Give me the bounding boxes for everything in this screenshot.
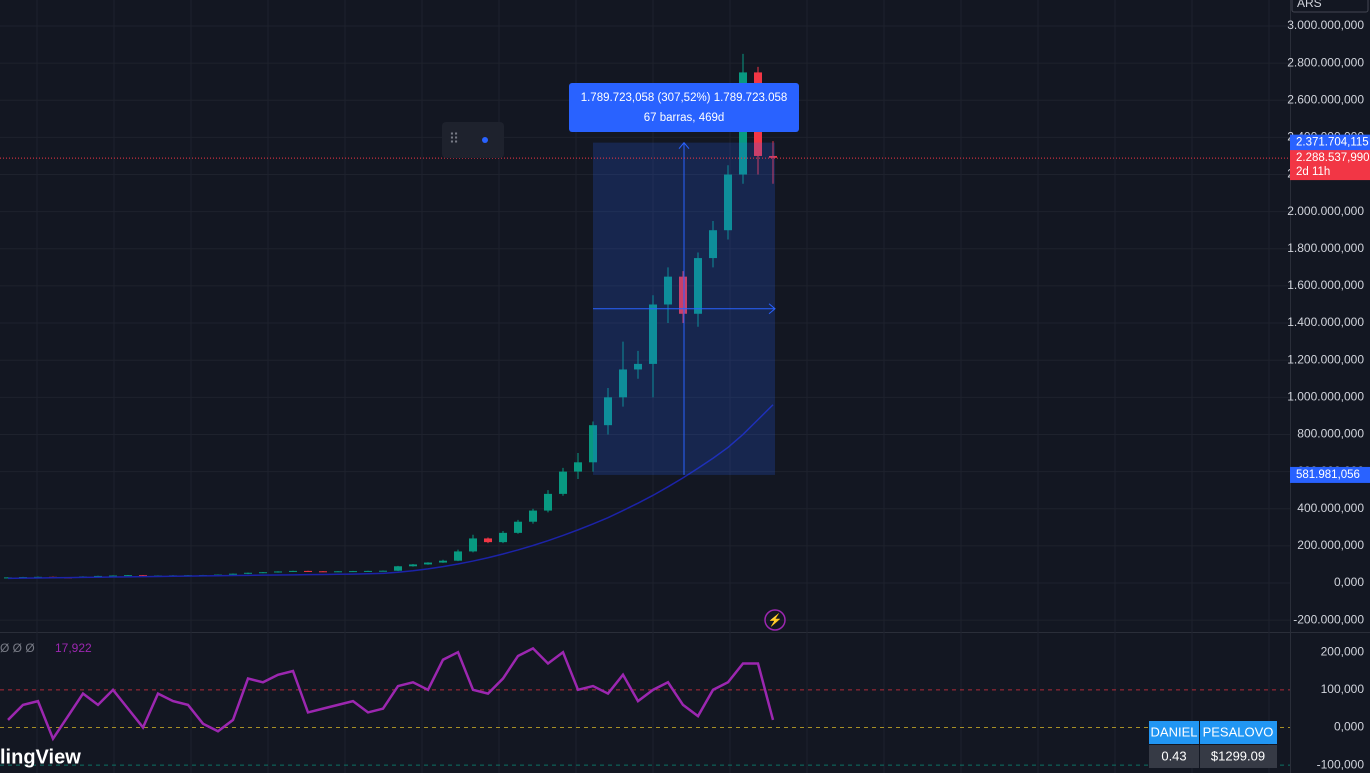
moving-average [7,404,774,580]
candle-body [409,564,417,567]
candle-body [424,562,432,565]
candle-body [289,570,297,572]
table-value: 0.43 [1161,748,1186,763]
price-marker [1290,466,1370,483]
y-tick-label: 0,000 [1334,720,1364,734]
price-marker [1290,134,1370,151]
table-header-cell [1149,721,1199,744]
y-tick-label: 1.600.000,000 [1287,278,1364,292]
candle-body [769,155,777,158]
table-header: DANIEL [1151,724,1198,739]
measure-label-box [569,83,799,132]
y-tick-label: 1.200.000,000 [1287,352,1364,366]
measure-arrow [768,303,776,315]
candle-body [604,397,612,426]
candle-body [664,276,672,305]
y-tick-label: 200,000 [1321,644,1365,658]
y-tick-label: 400.000,000 [1297,501,1364,515]
candle-body [619,369,627,398]
candle-body [109,575,117,577]
candle-body [349,571,357,573]
indicator-legend: Ø Ø Ø [0,641,35,655]
candle-body [469,538,477,552]
candle-body [679,276,687,314]
candle-body [499,532,507,543]
candle-body [544,493,552,511]
table-cell [1149,745,1199,768]
price-marker-label: 581.981,056 [1296,469,1360,481]
candle-body [709,230,717,259]
price-marker [1290,150,1370,181]
y-tick-label: 1.000.000,000 [1287,389,1364,403]
y-tick-label: 1.800.000,000 [1287,241,1364,255]
table-header: PESALOVO [1203,724,1274,739]
candle-body [394,566,402,571]
y-tick-label: 2.600.000,000 [1287,92,1364,106]
toolbar-dot[interactable] [482,137,488,143]
y-tick-label: 3.000.000,000 [1287,18,1364,32]
measure-label: 1.789.723,058 (307,52%) 1.789.723.058 [581,92,788,104]
table-cell [1200,745,1277,768]
candle-body [244,572,252,574]
candle-body [574,462,582,472]
floating-toolbar[interactable] [442,122,504,158]
table-header-cell [1200,721,1277,744]
y-tick-label: 0,000 [1334,575,1364,589]
plot [0,53,1290,742]
candle-body [334,571,342,573]
drag-handle[interactable]: ⠿ [449,131,459,147]
watermark: lingView [0,746,81,768]
alert-icon[interactable] [764,609,786,631]
y-tick-label: 200.000,000 [1297,538,1364,552]
candle-body [304,570,312,572]
candle-body [124,575,132,577]
indicator-value: 17,922 [55,641,92,655]
currency: ARS [1297,0,1322,10]
candle-body [649,304,657,364]
candle-body [529,510,537,522]
candle-body [634,363,642,370]
price-marker-label: 2.288.537,990 [1296,152,1370,164]
candle-body [229,573,237,575]
y-tick-label: 100,000 [1321,682,1365,696]
candle-body [724,174,732,231]
candle-body [139,575,147,577]
y-tick-label: -100,000 [1317,757,1365,771]
candle-body [364,570,372,572]
candle-body [94,575,102,577]
candle-body [694,258,702,314]
table-value: $1299.09 [1211,748,1265,763]
countdown: 2d 11h [1296,166,1330,178]
oscillator-line [7,646,775,742]
candle-body [259,572,267,574]
y-tick-label: 2.000.000,000 [1287,204,1364,218]
candle-body [274,571,282,573]
measure-sublabel: 67 barras, 469d [644,112,725,124]
candle-body [439,560,447,563]
measure-arrow [678,141,690,149]
candle-body [559,471,567,494]
y-tick-label: 1.400.000,000 [1287,315,1364,329]
price-marker-label: 2.371.704,115 [1296,137,1369,149]
y-tick-label: 2.800.000,000 [1287,55,1364,69]
y-tick-label: 800.000,000 [1297,427,1364,441]
currency-box[interactable] [1291,0,1369,13]
candle-body [319,571,327,573]
candle-body [379,570,387,572]
alert-bolt: ⚡ [768,613,783,627]
candle-body [514,521,522,533]
candle-body [484,538,492,543]
y-tick-label: -200.000,000 [1293,612,1364,626]
candle-body [454,551,462,561]
candle-body [589,425,597,463]
